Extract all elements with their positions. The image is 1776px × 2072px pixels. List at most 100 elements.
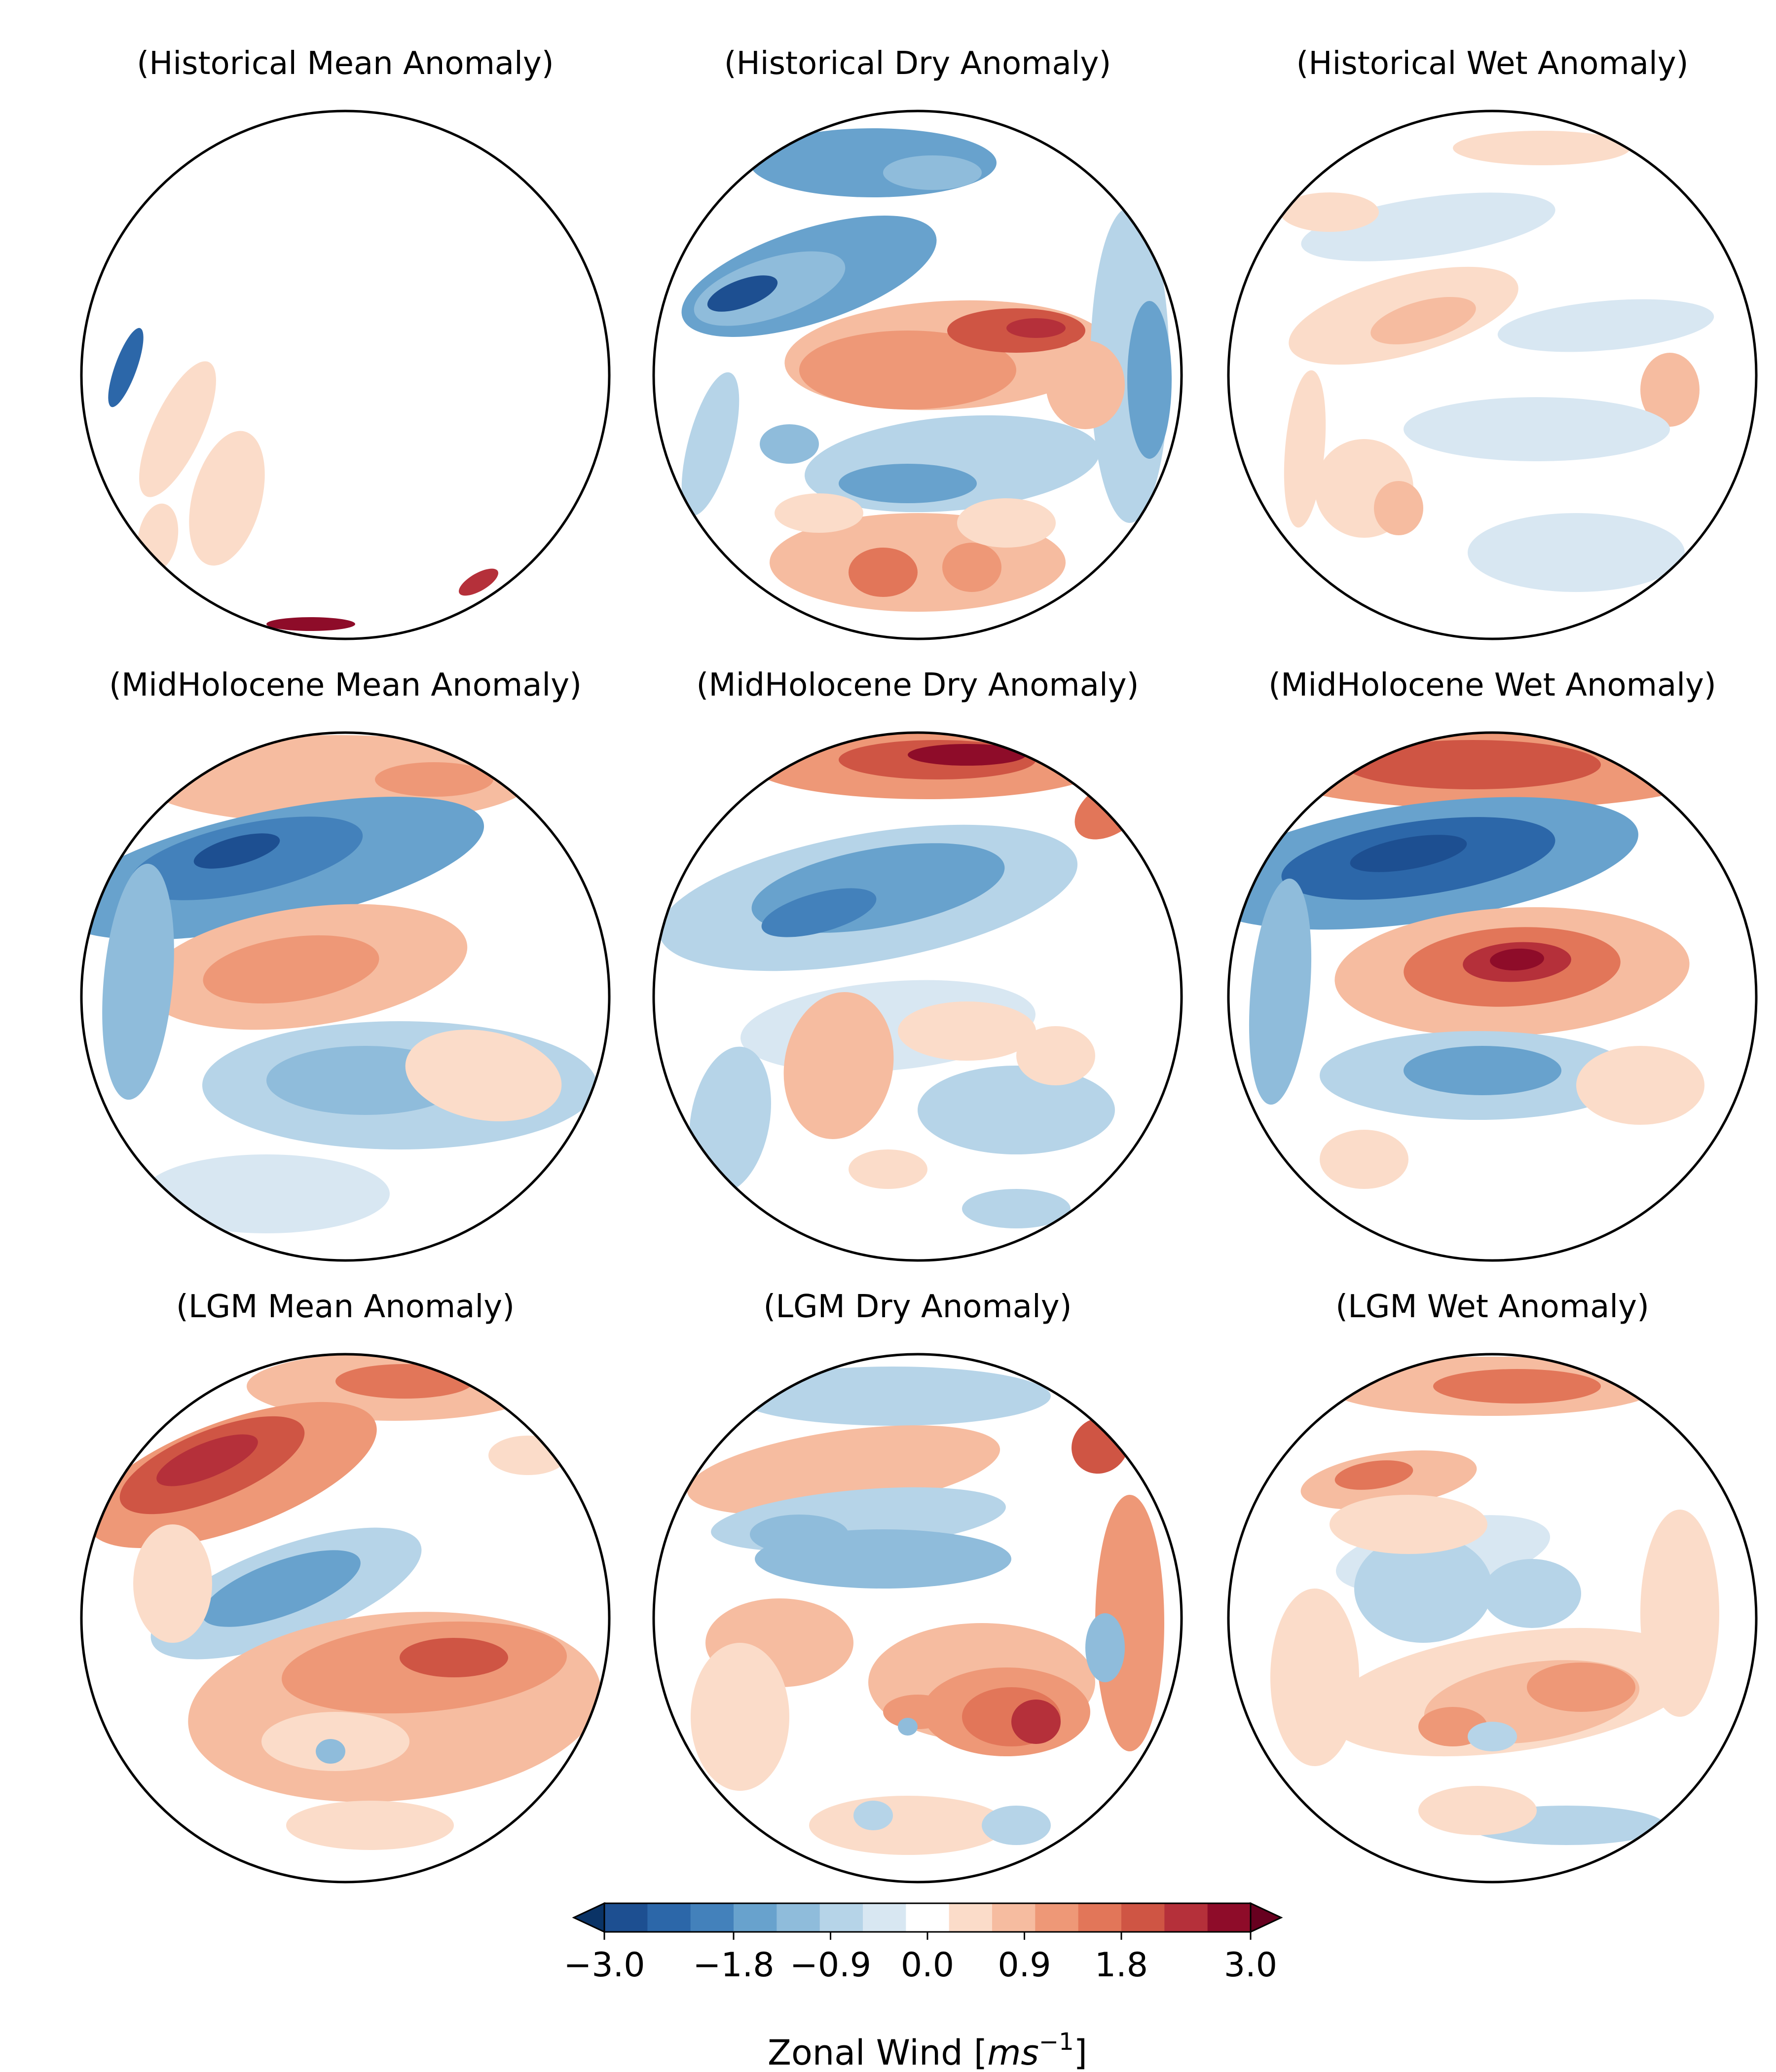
colorbar-tick-label: 3.0 [1224,1946,1277,1985]
anomaly-field [681,128,1172,612]
anomaly-contour [839,464,977,503]
anomaly-contour [335,1364,474,1399]
colorbar-cell [604,1903,648,1932]
anomaly-contour [202,1550,361,1627]
colorbar-cell [1164,1903,1208,1932]
colorbar-cell [690,1903,734,1932]
anomaly-contour [143,1154,390,1233]
panel-title-midholocene-wet: (MidHolocene Wet Anomaly) [1268,667,1716,703]
panel-title-lgm-mean: (LGM Mean Anomaly) [176,1289,515,1325]
globe-historical-dry [652,110,1183,640]
anomaly-contour [849,1149,927,1189]
anomaly-contour [957,498,1056,548]
globe-outline [1227,1353,1758,1884]
anomaly-contour [760,424,819,464]
anomaly-contour [1490,948,1544,971]
anomaly-contour [102,863,174,1100]
anomaly-contour [849,548,918,597]
anomaly-contour [266,617,355,631]
panel-title-midholocene-mean: (MidHolocene Mean Anomaly) [109,667,582,703]
globe-midholocene-mean [80,731,611,1262]
anomaly-field [108,328,498,631]
colorbar-tick-label: −3.0 [563,1946,645,1985]
anomaly-contour [1320,1130,1408,1189]
anomaly-contour [883,155,982,190]
anomaly-contour [316,1739,345,1764]
globe-outline [80,1353,611,1884]
anomaly-contour [898,1718,918,1736]
anomaly-contour [1095,1495,1164,1751]
globe-midholocene-wet [1227,731,1758,1262]
anomaly-field [1228,733,1719,1189]
anomaly-contour [707,275,778,312]
panel-title-historical-mean: (Historical Mean Anomaly) [137,45,554,82]
anomaly-contour [982,1806,1051,1845]
anomaly-contour [1046,340,1125,429]
anomaly-contour [689,1046,771,1193]
globe-historical-wet [1227,110,1758,640]
anomaly-contour [1640,353,1700,427]
colorbar-cell [777,1903,820,1932]
colorbar-tick-label: 0.9 [998,1946,1051,1985]
colorbar-cell [1035,1903,1079,1932]
panel-title-historical-dry: (Historical Dry Anomaly) [724,45,1111,82]
anomaly-contour [1016,1026,1095,1085]
colorbar-cell [1207,1903,1251,1932]
anomaly-contour [1127,301,1172,459]
anomaly-contour [1404,397,1670,461]
anomaly-contour [799,331,1016,409]
anomaly-contour [1284,370,1326,528]
anomaly-contour [1270,1589,1359,1766]
anomaly-contour [193,833,280,869]
globe-lgm-dry [652,1353,1183,1884]
anomaly-contour [853,1801,893,1830]
colorbar-cell [734,1903,777,1932]
anomaly-contour [1468,513,1685,592]
anomaly-contour [1374,481,1423,535]
anomaly-contour [1085,1613,1125,1682]
globe-outline [1227,731,1758,1262]
anomaly-contour [883,1695,952,1729]
anomaly-field [81,735,597,1233]
anomaly-contour [962,1189,1071,1228]
anomaly-contour [1404,1046,1561,1095]
anomaly-contour [400,1638,508,1677]
anomaly-contour [761,888,877,937]
anomaly-contour [750,1515,849,1554]
anomaly-contour [459,568,498,596]
colorbar-cell [992,1903,1036,1932]
anomaly-contour [783,992,894,1139]
globe-outline [80,110,611,640]
anomaly-contour [1350,835,1467,872]
colorbar-tick-label: 1.8 [1095,1946,1148,1985]
colorbar-cell [949,1903,993,1932]
anomaly-contour [918,1066,1115,1154]
anomaly-contour [488,1436,567,1475]
anomaly-contour [898,1001,1036,1061]
colorbar-ticks: −3.0 −1.8 −0.9 0.0 0.9 1.8 3.0 [563,1932,1277,1985]
colorbar-cell [906,1903,950,1932]
anomaly-field [87,1354,601,1850]
anomaly-contour [1249,878,1312,1105]
anomaly-contour [1006,318,1066,338]
colorbar-cell [1078,1903,1122,1932]
anomaly-contour [775,493,863,533]
anomaly-contour [1280,192,1379,232]
panel-title-midholocene-dry: (MidHolocene Dry Anomaly) [696,667,1139,703]
anomaly-field [1270,1357,1719,1845]
globe-outline [652,1353,1183,1884]
anomaly-contour [1334,1460,1413,1490]
anomaly-contour [1497,299,1714,352]
anomaly-contour [681,372,740,516]
anomaly-contour [1482,1559,1581,1628]
colorbar-cells [572,1902,1283,1933]
anomaly-contour [133,1524,212,1643]
anomaly-contour [139,361,216,497]
panel-titles: (Historical Mean Anomaly) (Historical Dr… [109,45,1716,1325]
colorbar-cell [1121,1903,1165,1932]
anomaly-contour [1453,131,1630,165]
globe-outline [80,731,611,1262]
anomaly-contour [375,762,493,797]
anomaly-contour [1576,1046,1704,1125]
